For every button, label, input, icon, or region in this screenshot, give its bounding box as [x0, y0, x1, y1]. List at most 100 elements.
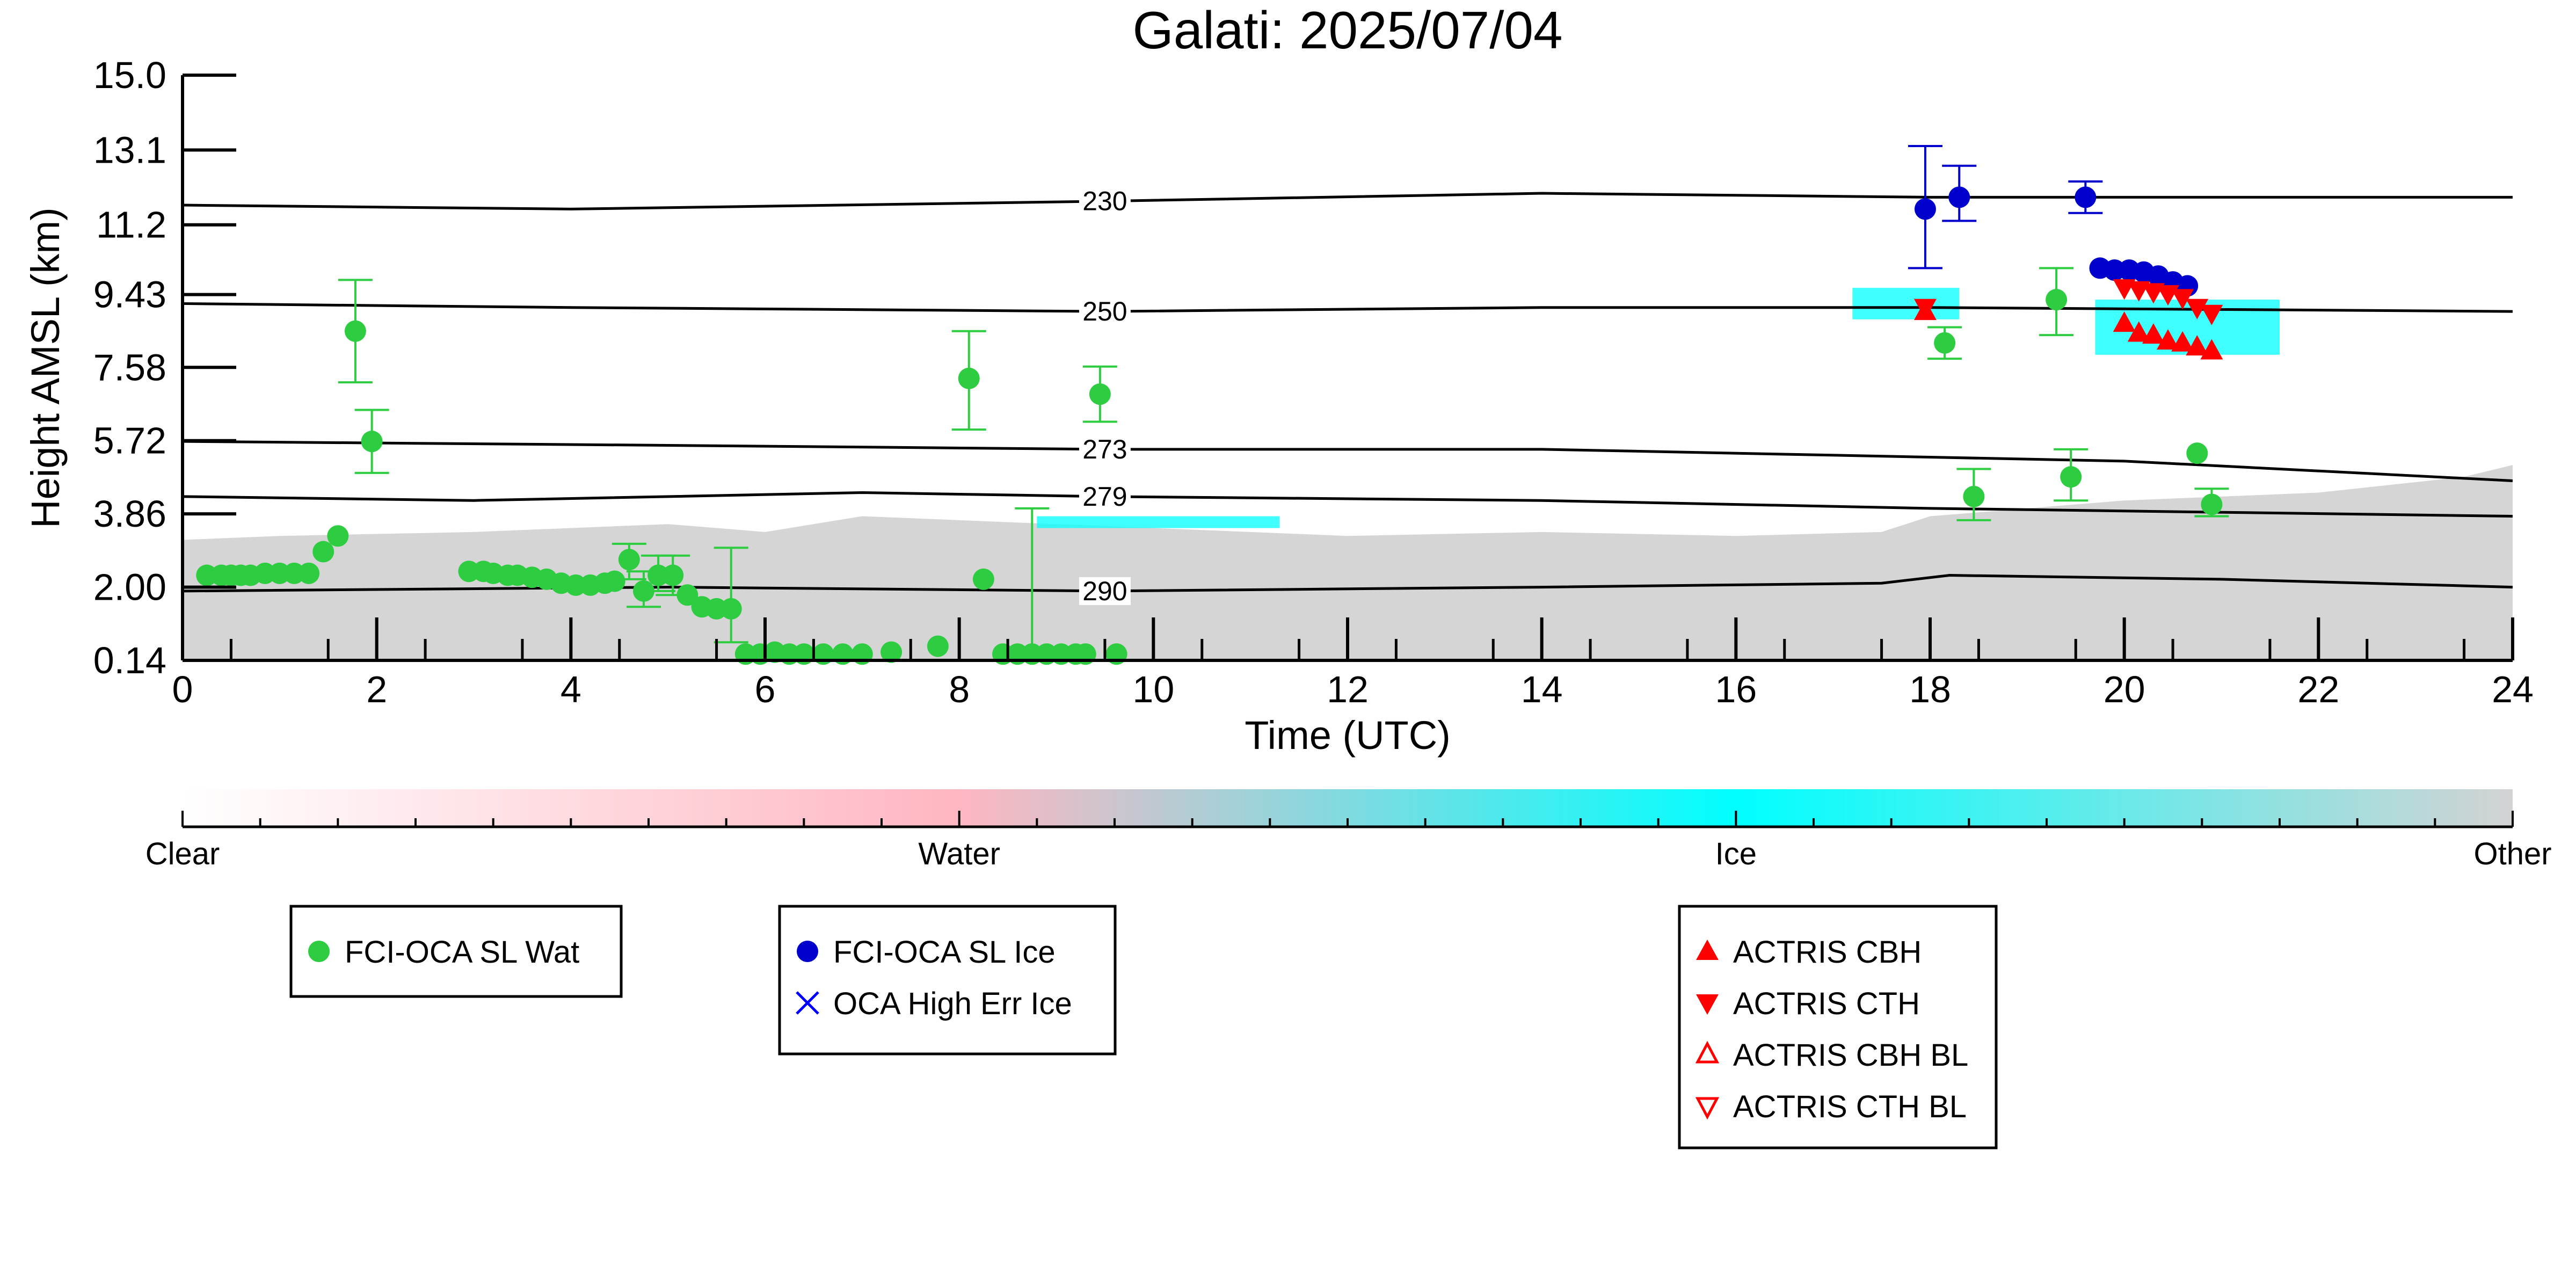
x-tick-label-18: 18 [1909, 668, 1951, 710]
fci-oca-sl-wat-point-44 [972, 568, 994, 590]
x-tick-label-0: 0 [172, 668, 193, 710]
legend-label-actris-cbh: ACTRIS CBH [1733, 935, 1922, 970]
actris-cth-point-5 [2171, 289, 2194, 310]
legend-marker-actris-cbh [1696, 940, 1719, 960]
isotherm-label-273: 273 [1082, 434, 1127, 464]
y-tick-label-7.58: 7.58 [93, 346, 166, 388]
fci-oca-sl-wat-point-25 [618, 549, 640, 571]
isotherm-label-230: 230 [1082, 186, 1127, 216]
fci-oca-sl-wat-point-8 [298, 562, 320, 584]
isotherm-label-250: 250 [1082, 296, 1127, 326]
actris-cth-point-0 [1913, 299, 1937, 319]
isotherm-label-bg-279 [1079, 482, 1131, 511]
isotherm-line-230 [182, 192, 2513, 210]
ice-class-patch-2 [1037, 516, 1280, 528]
isotherm-label-bg-250 [1079, 297, 1131, 326]
y-tick-label-5.72: 5.72 [93, 420, 166, 462]
x-tick-label-22: 22 [2297, 668, 2339, 710]
colorbar-ticks: Clear Water Ice Other [145, 811, 2552, 871]
colorbar-label-clear: Clear [145, 836, 220, 871]
actris-cth-point-6 [2186, 299, 2209, 319]
colorbar-label-water: Water [918, 836, 1000, 871]
fci-oca-sl-wat-point-42 [927, 635, 949, 657]
actris-cbh-point-6 [2186, 335, 2209, 356]
fci-oca-sl-wat-point-28 [662, 564, 684, 586]
legends: FCI-OCA SL Wat FCI-OCA SL Ice OCA High Err… [289, 905, 1998, 1149]
x-tick-label-24: 24 [2492, 668, 2534, 710]
fci-oca-sl-wat-point-43 [958, 367, 980, 389]
legend-label-fci-oca-sl-ice: FCI-OCA SL Ice [833, 935, 1056, 970]
isotherm-lines: 230 250 273 279 290 [182, 186, 2513, 606]
ice-class-patch-0 [1852, 288, 1960, 319]
legend-label-actris-cth-bl: ACTRIS CTH BL [1733, 1089, 1967, 1124]
legend-box-2 [1678, 905, 1998, 1149]
legend-box-1 [778, 905, 1117, 1056]
isotherm-label-bg-290 [1079, 577, 1131, 605]
legend-marker-actris-cbh-bl [1695, 1040, 1720, 1064]
x-tick-label-10: 10 [1132, 668, 1174, 710]
isotherm-label-bg-273 [1079, 435, 1131, 463]
fci-oca-sl-wat-point-52 [1089, 383, 1111, 405]
fci-oca-sl-wat-point-58 [2186, 442, 2208, 464]
fci-oca-sl-wat-point-11 [344, 320, 366, 342]
fci-oca-sl-wat-point-56 [2046, 289, 2068, 311]
other-class-region [183, 465, 2513, 660]
actris-cth-point-7 [2200, 304, 2223, 325]
fci-oca-sl-wat-point-24 [603, 570, 625, 592]
y-tick-label-2.00: 2.00 [93, 566, 166, 608]
y-axis-label: Height AMSL (km) [23, 207, 68, 528]
isotherm-label-279: 279 [1082, 482, 1127, 512]
fci-oca-sl-wat-point-32 [720, 598, 742, 620]
fci-oca-sl-wat-point-59 [2201, 493, 2223, 515]
x-tick-label-14: 14 [1521, 668, 1563, 710]
colorbar-label-other: Other [2473, 836, 2551, 871]
fci-oca-sl-wat-point-55 [1963, 485, 1985, 507]
actris-cbh-point-5 [2171, 331, 2194, 352]
x-tick-label-6: 6 [755, 668, 776, 710]
isotherm-label-290: 290 [1082, 576, 1127, 606]
legend-label-oca-high-err-ice: OCA High Err Ice [833, 986, 1072, 1021]
x-tick-label-8: 8 [949, 668, 970, 710]
isotherm-line-290 [182, 574, 2513, 593]
legend-marker-oca-high-err-ice [796, 991, 819, 1015]
fci-oca-sl-ice-point-0 [1914, 198, 1936, 220]
plot-area: 230 250 273 279 290 0.14 2.00 3.86 5.72 7.58 9.43… [93, 54, 2534, 710]
fci-oca-sl-wat-point-54 [1934, 332, 1956, 354]
legend-box-0 [289, 905, 623, 998]
legend-marker-fci-oca-sl-ice [797, 941, 818, 962]
x-tick-label-16: 16 [1715, 668, 1757, 710]
y-tick-label-0.14: 0.14 [93, 639, 166, 681]
fci-oca-sl-wat-point-9 [312, 541, 334, 563]
fci-oca-sl-wat-point-57 [2060, 466, 2082, 488]
classification-colorbar: Clear Water Ice Other [145, 789, 2552, 871]
actris-cbh-point-3 [2142, 323, 2165, 344]
legend-label-actris-cth: ACTRIS CTH [1733, 986, 1920, 1021]
y-tick-label-9.43: 9.43 [93, 274, 166, 316]
y-tick-label-11.2: 11.2 [96, 204, 166, 246]
actris-cbh-point-7 [2200, 339, 2223, 360]
y-tick-label-15.0: 15.0 [93, 54, 166, 96]
isotherm-line-250 [182, 302, 2513, 313]
legend-label-fci-oca-sl-wat: FCI-OCA SL Wat [345, 935, 579, 970]
x-tick-label-12: 12 [1327, 668, 1369, 710]
legend-marker-actris-cth [1696, 994, 1719, 1015]
isotherm-line-273 [182, 440, 2513, 483]
fci-oca-sl-ice-point-1 [1948, 186, 1970, 208]
fci-oca-sl-ice-point-2 [2075, 186, 2097, 208]
data-markers [196, 145, 2229, 665]
x-tick-label-20: 20 [2104, 668, 2145, 710]
legend-marker-fci-oca-sl-wat [308, 941, 330, 962]
y-tick-label-13.1: 13.1 [93, 129, 166, 171]
x-tick-label-2: 2 [366, 668, 387, 710]
fci-oca-sl-wat-point-29 [676, 584, 698, 606]
legend-marker-actris-cth-bl [1695, 1097, 1720, 1120]
isotherm-label-bg-230 [1079, 187, 1131, 215]
chart-title: Galati: 2025/07/04 [1133, 1, 1563, 60]
colorbar-label-ice: Ice [1715, 836, 1757, 871]
fci-oca-sl-wat-point-41 [881, 641, 903, 663]
fci-oca-sl-wat-point-12 [361, 431, 383, 453]
x-tick-label-4: 4 [561, 668, 581, 710]
y-tick-label-3.86: 3.86 [93, 493, 166, 535]
